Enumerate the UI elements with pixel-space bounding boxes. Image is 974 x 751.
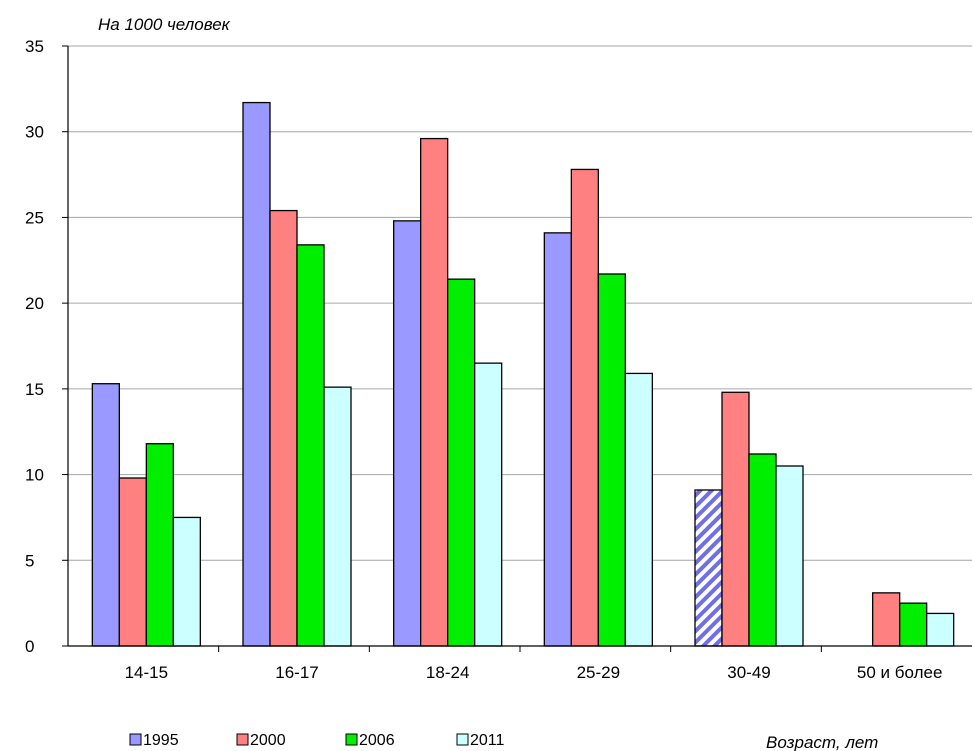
y-tick-label: 5	[25, 551, 34, 570]
x-tick-label: 50 и более	[857, 663, 943, 682]
x-tick-label: 16-17	[275, 663, 318, 682]
y-tick-label: 15	[25, 380, 44, 399]
y-tick-label: 30	[25, 123, 44, 142]
x-axis-label: Возраст, лет	[766, 733, 878, 751]
bar-2000-50-и-более	[872, 592, 901, 647]
legend-label-1995: 1995	[143, 732, 179, 749]
bar-1995-18-24	[393, 220, 422, 647]
bar-2006-16-17	[296, 244, 325, 647]
legend-label-2011: 2011	[470, 732, 505, 749]
y-tick-label: 20	[25, 294, 44, 313]
bar-1995-16-17	[242, 101, 271, 647]
bar-2011-50-и-более	[926, 612, 955, 647]
bar-2000-30-49	[721, 391, 750, 647]
y-tick-labels: 0 5 10 15 20 25 30 35	[25, 37, 44, 656]
gridlines	[62, 45, 972, 652]
bar-2011-18-24	[474, 362, 503, 647]
bar-2006-30-49	[748, 453, 777, 647]
legend: 1995 2000 2006 2011	[129, 732, 505, 749]
bar-2011-30-49	[775, 465, 804, 647]
bar-2006-50-и-более	[899, 602, 928, 647]
bar-2000-14-15	[118, 477, 147, 647]
legend-swatch-2011	[456, 733, 469, 746]
bar-2011-16-17	[323, 386, 352, 647]
y-tick-label: 10	[25, 466, 44, 485]
legend-swatch-2000	[236, 733, 249, 746]
x-tick-label: 30-49	[727, 663, 770, 682]
x-tick-label: 18-24	[426, 663, 469, 682]
x-tick-label: 14-15	[125, 663, 168, 682]
y-tick-label: 0	[25, 637, 34, 656]
legend-swatch-1995	[129, 733, 142, 746]
bar-1995-14-15	[91, 383, 120, 647]
legend-label-2006: 2006	[359, 732, 395, 749]
y-tick-label: 25	[25, 208, 44, 227]
x-tick-labels: 14-15 16-17 18-24 25-29 30-49 50 и более	[125, 663, 943, 682]
legend-swatch-2006	[345, 733, 358, 746]
y-axis-unit-label: На 1000 человек	[98, 15, 231, 34]
bar-2000-25-29	[570, 168, 599, 647]
bar-2000-16-17	[269, 209, 298, 647]
y-tick-label: 35	[25, 37, 44, 56]
axes	[67, 46, 972, 647]
bar-2011-25-29	[624, 372, 653, 647]
legend-label-2000: 2000	[250, 732, 286, 749]
bar-1995-30-49	[694, 489, 723, 647]
x-tick-label: 25-29	[577, 663, 620, 682]
bar-2011-14-15	[172, 516, 201, 647]
bars	[91, 101, 955, 647]
bar-1995-25-29	[543, 232, 572, 647]
bar-2000-18-24	[420, 137, 449, 647]
bar-2006-18-24	[447, 278, 476, 647]
bar-2006-25-29	[597, 273, 626, 647]
bar-2006-14-15	[145, 443, 174, 647]
